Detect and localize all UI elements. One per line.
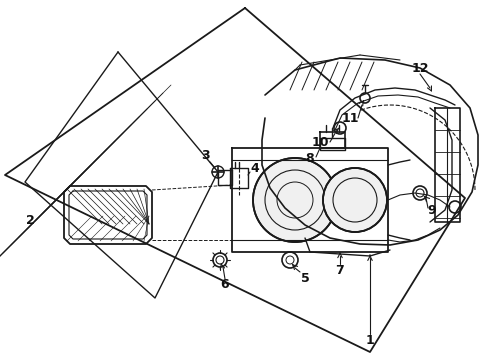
Text: 12: 12	[411, 62, 429, 75]
Text: 8: 8	[306, 152, 314, 165]
Text: 1: 1	[366, 333, 374, 346]
Text: 7: 7	[336, 264, 344, 276]
Text: 9: 9	[428, 203, 436, 216]
Text: 6: 6	[220, 279, 229, 292]
Text: 4: 4	[250, 162, 259, 175]
Text: 2: 2	[25, 213, 34, 226]
Text: 5: 5	[301, 271, 309, 284]
Text: 10: 10	[311, 135, 329, 149]
Text: 3: 3	[201, 149, 209, 162]
Circle shape	[253, 158, 337, 242]
Text: 11: 11	[341, 112, 359, 125]
Circle shape	[323, 168, 387, 232]
